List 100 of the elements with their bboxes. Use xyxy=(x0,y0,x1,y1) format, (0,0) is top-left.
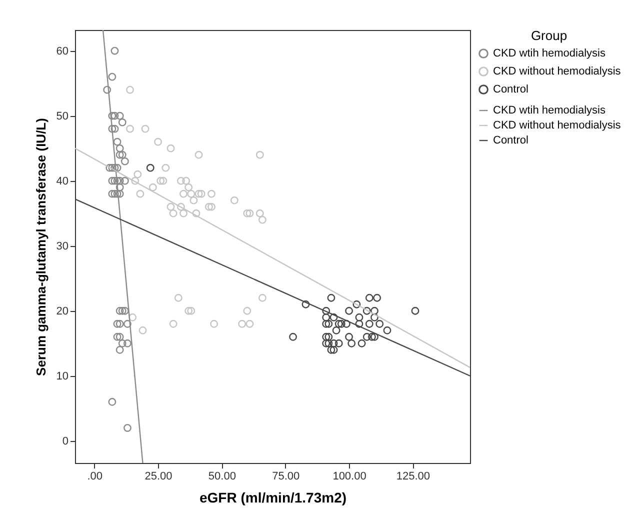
point xyxy=(182,176,190,185)
legend-title: Group xyxy=(530,28,568,43)
y-tick-label: 30 xyxy=(56,240,68,252)
point xyxy=(210,320,218,328)
point xyxy=(110,164,119,172)
point xyxy=(324,320,333,328)
point xyxy=(124,339,132,348)
point xyxy=(116,150,124,159)
point xyxy=(302,300,310,308)
x-tick-label: 75.00 xyxy=(272,470,300,482)
point xyxy=(370,332,378,341)
point xyxy=(141,124,150,133)
point xyxy=(345,332,353,341)
point xyxy=(243,209,252,218)
point xyxy=(116,346,124,354)
point xyxy=(156,176,165,185)
point xyxy=(126,124,134,133)
point xyxy=(113,332,122,341)
point xyxy=(327,294,336,302)
y-tick-label: 10 xyxy=(56,370,68,382)
point xyxy=(358,339,366,348)
y-tick-label: 40 xyxy=(56,175,68,188)
point xyxy=(246,320,254,328)
point xyxy=(110,190,119,198)
y-tick-label: 60 xyxy=(56,45,68,58)
point xyxy=(174,294,182,302)
point xyxy=(289,332,297,341)
point xyxy=(355,313,364,322)
point xyxy=(365,320,374,328)
point xyxy=(330,339,338,348)
point xyxy=(136,190,144,198)
x-tick-label: .00 xyxy=(87,470,103,482)
point xyxy=(116,112,124,120)
point xyxy=(190,196,198,204)
point xyxy=(138,326,147,334)
point xyxy=(187,306,196,315)
point xyxy=(113,190,122,198)
point xyxy=(337,320,346,328)
point xyxy=(124,320,132,328)
point xyxy=(330,346,338,354)
point xyxy=(176,202,185,211)
point xyxy=(118,150,126,159)
point xyxy=(192,209,200,218)
point xyxy=(166,144,175,152)
point xyxy=(108,398,116,406)
point xyxy=(108,112,116,120)
point xyxy=(322,313,330,322)
point xyxy=(238,320,246,328)
legend-label: CKD without hemodialysis xyxy=(493,120,622,132)
y-tick-label: 20 xyxy=(56,305,68,318)
point xyxy=(243,306,252,315)
point xyxy=(110,112,119,120)
point xyxy=(108,124,116,133)
point xyxy=(110,176,119,185)
point xyxy=(120,157,129,166)
point xyxy=(256,209,264,218)
point xyxy=(159,176,168,185)
point xyxy=(322,339,330,348)
point xyxy=(352,300,361,308)
point xyxy=(368,332,376,341)
point xyxy=(108,190,116,198)
point xyxy=(113,164,122,172)
point xyxy=(110,46,119,55)
point xyxy=(258,216,266,224)
point xyxy=(126,86,134,94)
point xyxy=(169,209,178,218)
x-tick-label: 100.00 xyxy=(332,470,366,482)
point xyxy=(116,190,124,198)
point xyxy=(120,306,129,315)
point xyxy=(116,306,124,315)
point xyxy=(116,332,124,341)
point xyxy=(148,183,157,192)
point xyxy=(113,320,122,328)
point xyxy=(113,176,122,185)
point xyxy=(327,346,336,354)
point xyxy=(106,164,114,172)
point xyxy=(330,313,338,322)
point xyxy=(108,72,116,81)
point xyxy=(116,320,124,328)
point xyxy=(118,306,126,315)
point xyxy=(128,313,137,322)
point xyxy=(120,176,129,185)
point xyxy=(373,294,381,302)
point xyxy=(116,144,124,152)
point xyxy=(376,320,384,328)
point xyxy=(355,320,364,328)
x-tick-label: 125.00 xyxy=(396,470,430,482)
legend-label: Control xyxy=(493,134,528,146)
point xyxy=(118,118,126,126)
point xyxy=(345,306,353,315)
point xyxy=(146,164,154,172)
point xyxy=(131,176,140,185)
legend-label: CKD wtih hemodialysis xyxy=(493,104,606,116)
point xyxy=(208,202,216,211)
point xyxy=(154,138,162,146)
point xyxy=(169,320,178,328)
point xyxy=(362,332,371,341)
point xyxy=(348,339,356,348)
point xyxy=(103,86,112,94)
point xyxy=(411,306,420,315)
